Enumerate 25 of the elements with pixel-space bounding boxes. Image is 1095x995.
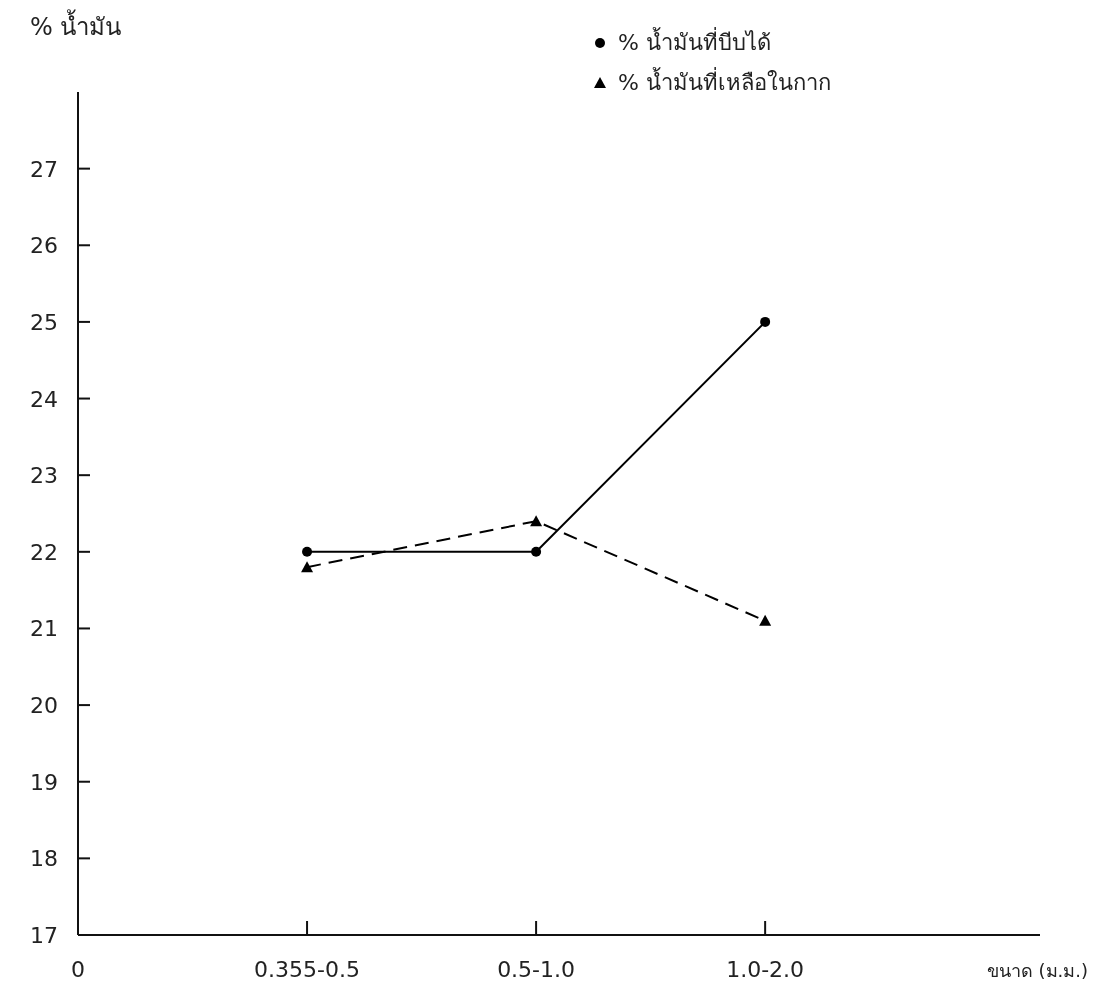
legend-label: % น้ำมันที่เหลือในกาก [618,67,831,95]
y-tick-label: 20 [30,693,58,719]
y-tick-label: 18 [30,846,58,872]
y-axis-title: % น้ำมัน [30,9,122,41]
y-tick-label: 25 [30,309,58,335]
x-tick-label: 1.0-2.0 [726,957,805,982]
point [302,546,313,557]
y-tick-label: 27 [30,156,58,182]
x-tick-label: 0.5-1.0 [497,957,576,982]
y-tick-label: 23 [30,463,58,489]
text: 0 [71,957,85,982]
x-tick-label: 0.355-0.5 [254,957,361,982]
point [301,561,314,573]
y-tick-label: 22 [30,539,58,565]
y-tick-label: 24 [30,386,58,412]
y-tick-label: 21 [30,616,58,642]
point [760,316,771,327]
point [530,515,543,527]
point [759,614,772,626]
legend-label: % น้ำมันที่บีบได้ [618,27,771,55]
x-axis-title: ขนาด (ม.ม.) [986,960,1088,981]
y-tick-label: 19 [30,769,58,795]
y-tick-label: 17 [30,923,58,948]
y-tick-label: 26 [30,233,58,259]
point [531,546,542,557]
